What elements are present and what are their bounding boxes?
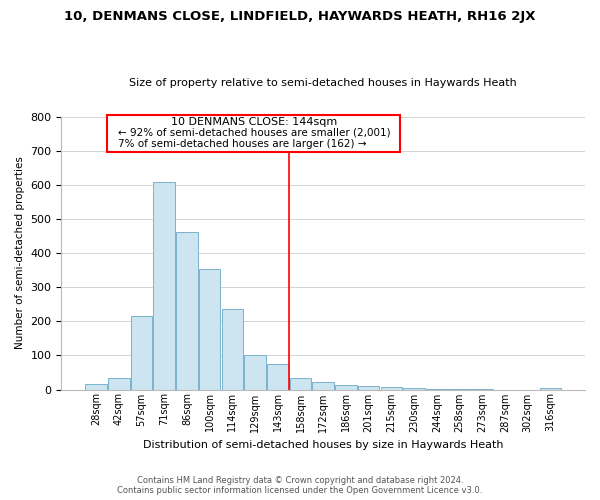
Text: 10 DENMANS CLOSE: 144sqm: 10 DENMANS CLOSE: 144sqm: [171, 116, 337, 126]
Bar: [221, 308, 243, 390]
Bar: [154, 182, 175, 390]
Bar: [539, 388, 561, 390]
Bar: [403, 388, 425, 390]
Bar: [176, 232, 197, 390]
Bar: [380, 387, 402, 390]
X-axis label: Distribution of semi-detached houses by size in Haywards Heath: Distribution of semi-detached houses by …: [143, 440, 503, 450]
Bar: [244, 354, 266, 390]
Bar: [358, 386, 379, 390]
Bar: [267, 364, 289, 390]
Y-axis label: Number of semi-detached properties: Number of semi-detached properties: [15, 156, 25, 350]
Text: 10, DENMANS CLOSE, LINDFIELD, HAYWARDS HEATH, RH16 2JX: 10, DENMANS CLOSE, LINDFIELD, HAYWARDS H…: [64, 10, 536, 23]
Bar: [290, 378, 311, 390]
Bar: [335, 386, 357, 390]
Bar: [426, 389, 448, 390]
Text: Contains HM Land Registry data © Crown copyright and database right 2024.
Contai: Contains HM Land Registry data © Crown c…: [118, 476, 482, 495]
Text: 7% of semi-detached houses are larger (162) →: 7% of semi-detached houses are larger (1…: [118, 139, 367, 149]
Bar: [85, 384, 107, 390]
Bar: [199, 270, 220, 390]
Bar: [313, 382, 334, 390]
Title: Size of property relative to semi-detached houses in Haywards Heath: Size of property relative to semi-detach…: [130, 78, 517, 88]
Text: ← 92% of semi-detached houses are smaller (2,001): ← 92% of semi-detached houses are smalle…: [118, 128, 391, 138]
FancyBboxPatch shape: [107, 115, 400, 152]
Bar: [131, 316, 152, 390]
Bar: [108, 378, 130, 390]
